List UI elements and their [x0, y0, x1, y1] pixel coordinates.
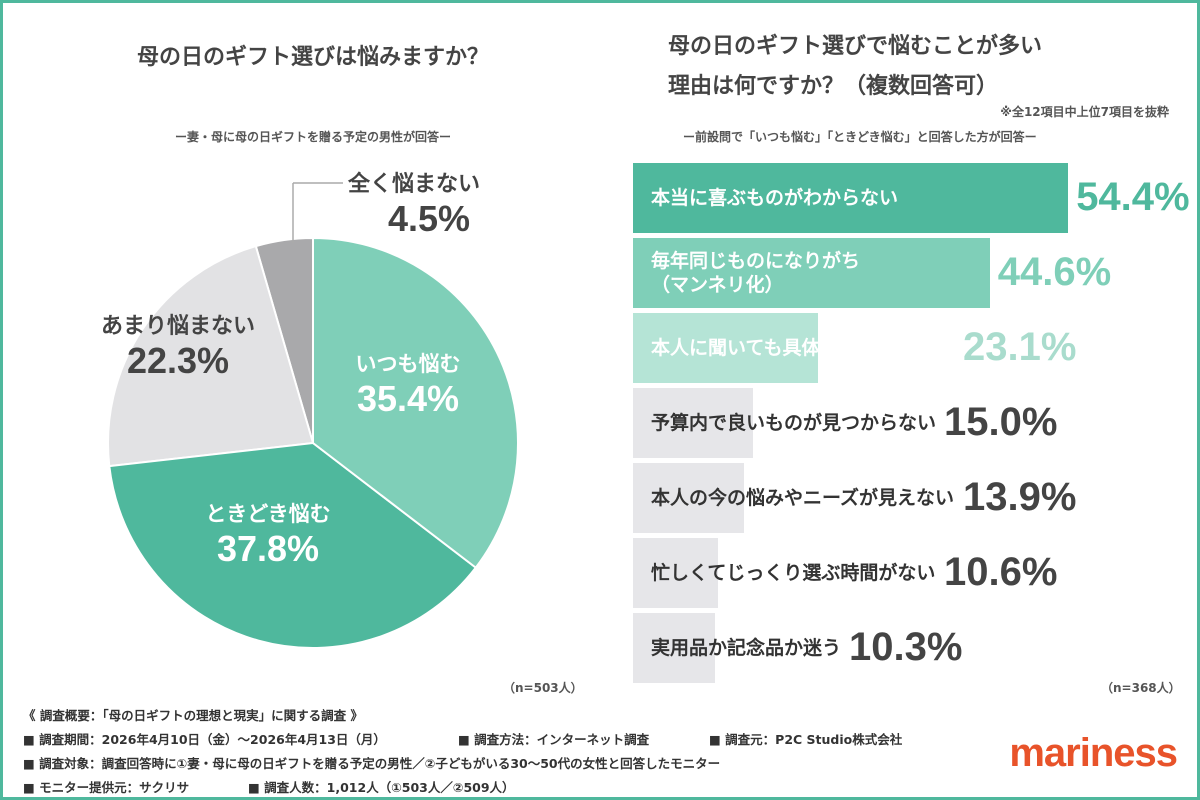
pie-slice-0 — [312, 236, 519, 570]
bar-6 — [633, 613, 716, 683]
bar-value-5: 10.6% — [944, 550, 1058, 594]
bar-3 — [633, 388, 753, 458]
footer-period: ■ 調査期間：2026年4月10日（金）〜2026年4月13日（月） — [23, 732, 386, 747]
bar-value-2: 23.1% — [963, 325, 1077, 369]
pie-subtitle: ー妻・母に母の日ギフトを贈る予定の男性が回答ー — [174, 130, 451, 144]
pie-chart — [107, 182, 519, 649]
bar-value-4: 13.9% — [963, 475, 1077, 519]
pie-label-3: 全く悩まない 4.5% — [348, 172, 481, 239]
bar-value-3: 15.0% — [944, 400, 1058, 444]
pie-slice-2 — [107, 244, 315, 468]
bar-4 — [633, 463, 745, 533]
mariness-logo: mariness — [1009, 731, 1178, 775]
pie-label-1: ときどき悩む 37.8% — [205, 502, 331, 569]
pie-label-2: あまり悩まない 22.3% — [100, 314, 255, 381]
footer-summary: 《 調査概要：「母の日ギフトの理想と現実」に関する調査 》 — [23, 708, 363, 723]
bar-5 — [633, 538, 718, 608]
footer-source: ■ 調査元：P2C Studio株式会社 — [709, 732, 903, 747]
bar-label-6: 実用品か記念品か迷う — [651, 637, 842, 659]
footer-provider: ■ モニター提供元：サクリサ — [23, 780, 190, 795]
bar-1 — [633, 238, 990, 308]
bar-label-1: 毎年同じものになりがち （マンネリ化） — [651, 250, 861, 296]
bar-2 — [633, 313, 818, 383]
bar-footnote: ※全12項目中上位7項目を抜粋 — [1000, 105, 1169, 119]
bar-n-note: （n=368人） — [1101, 681, 1181, 695]
bar-subtitle: ー前設問で「いつも悩む」「ときどき悩む」と回答した方が回答ー — [683, 130, 1037, 144]
bar-0 — [633, 163, 1069, 233]
bar-title: 母の日のギフト選びで悩むことが多い 理由は何ですか？（複数回答可） — [668, 34, 1043, 99]
bar-value-6: 10.3% — [849, 625, 963, 669]
pie-label-0: いつも悩む 35.4% — [355, 352, 461, 419]
bar-value-0: 54.4% — [1076, 175, 1190, 219]
footer-target: ■ 調査対象：調査回答時に①妻・母に母の日ギフトを贈る予定の男性／②子どもがいる… — [23, 756, 721, 771]
bar-label-2: 本人に聞いても具体的な希望がない — [651, 337, 954, 359]
bar-label-5: 忙しくてじっくり選ぶ時間がない — [651, 562, 936, 584]
bar-label-0: 本当に喜ぶものがわからない — [651, 187, 899, 209]
bar-label-3: 予算内で良いものが見つからない — [651, 412, 937, 434]
pie-title: 母の日のギフト選びは悩みますか？ — [136, 45, 489, 70]
bar-label-4: 本人の今の悩みやニーズが見えない — [651, 487, 955, 509]
bar-value-1: 44.6% — [997, 250, 1112, 294]
pie-slice-1 — [108, 441, 478, 649]
pie-n-note: （n=503人） — [503, 681, 583, 695]
footer-method: ■ 調査方法：インターネット調査 — [458, 732, 650, 747]
footer-count: ■ 調査人数：1,012人（①503人／②509人） — [248, 780, 515, 795]
